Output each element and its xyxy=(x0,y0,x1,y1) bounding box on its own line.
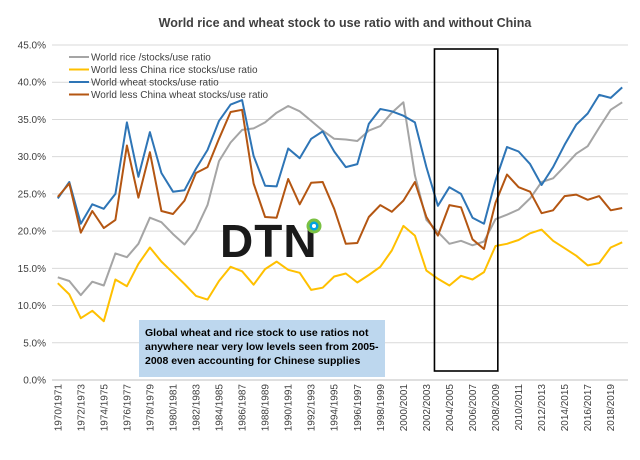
annotation-background xyxy=(139,320,385,377)
legend-label: World wheat stocks/use ratio xyxy=(91,78,219,89)
y-tick-label: 10.0% xyxy=(18,301,46,312)
x-tick-label: 2012/2013 xyxy=(537,384,548,432)
dtn-logo: DTN xyxy=(220,215,322,267)
y-tick-label: 20.0% xyxy=(18,227,46,238)
x-tick-label: 2018/2019 xyxy=(606,384,617,432)
x-tick-label: 1980/1981 xyxy=(168,384,179,432)
series-line xyxy=(56,86,623,225)
x-tick-label: 2016/2017 xyxy=(583,384,594,432)
annotation-box: Global wheat and rice stock to use ratio… xyxy=(139,320,385,377)
x-tick-label: 1988/1989 xyxy=(261,384,272,432)
x-tick-label: 1998/1999 xyxy=(376,384,387,432)
x-tick-label: 1978/1979 xyxy=(145,384,156,432)
x-tick-label: 1972/1973 xyxy=(76,384,87,432)
y-tick-label: 35.0% xyxy=(18,115,46,126)
x-tick-label: 2014/2015 xyxy=(560,384,571,432)
x-tick-label: 2004/2005 xyxy=(445,384,456,432)
x-tick-label: 1990/1991 xyxy=(284,384,295,432)
x-tick-label: 1982/1983 xyxy=(192,384,203,432)
chart-title: World rice and wheat stock to use ratio … xyxy=(159,16,533,30)
legend-label: World less China wheat stocks/use ratio xyxy=(91,90,269,101)
series-line xyxy=(57,108,623,250)
x-tick-label: 1992/1993 xyxy=(307,384,318,432)
y-tick-label: 40.0% xyxy=(18,78,46,89)
series-lines xyxy=(56,86,623,323)
x-tick-label: 2002/2003 xyxy=(422,384,433,432)
y-tick-label: 30.0% xyxy=(18,152,46,163)
series-line xyxy=(57,224,623,323)
x-tick-label: 2000/2001 xyxy=(399,384,410,432)
legend-label: World less China rice stocks/use ratio xyxy=(91,65,258,76)
y-tick-label: 0.0% xyxy=(23,376,46,387)
x-tick-label: 1986/1987 xyxy=(238,384,249,432)
annotation-text: 2008 even accounting for Chinese supplie… xyxy=(145,355,360,367)
y-axis: 0.0% 5.0% 10.0% 15.0% 20.0% 25.0% 30.0% 35.0% 40… xyxy=(18,41,46,387)
x-tick-label: 1996/1997 xyxy=(353,384,364,432)
x-tick-label: 2008/2009 xyxy=(491,384,502,432)
y-tick-label: 25.0% xyxy=(18,189,46,200)
series-line xyxy=(57,101,623,297)
y-tick-label: 5.0% xyxy=(23,338,46,349)
x-tick-label: 2010/2011 xyxy=(514,384,525,431)
legend-label: World rice /stocks/use ratio xyxy=(91,53,211,64)
x-tick-label: 1976/1977 xyxy=(122,384,133,432)
x-tick-label: 1974/1975 xyxy=(99,384,110,432)
annotation-text: Global wheat and rice stock to use ratio… xyxy=(145,327,369,339)
y-tick-label: 15.0% xyxy=(18,264,46,275)
x-tick-label: 1984/1985 xyxy=(215,384,226,432)
logo-circle-center xyxy=(312,224,316,228)
y-tick-label: 45.0% xyxy=(18,41,46,52)
x-axis: 1970/1971 1972/1973 1974/1975 1976/1977 1978… xyxy=(53,384,617,432)
annotation-text: anywhere near very low levels seen from … xyxy=(145,341,379,353)
x-tick-label: 2006/2007 xyxy=(468,384,479,432)
highlight-box xyxy=(433,48,499,372)
x-tick-label: 1970/1971 xyxy=(53,384,64,432)
x-tick-label: 1994/1995 xyxy=(330,384,341,432)
dtn-logo-text: DTN xyxy=(220,215,318,267)
